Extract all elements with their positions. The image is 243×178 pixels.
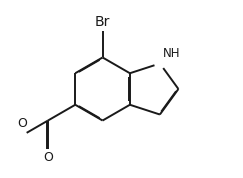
Text: O: O bbox=[43, 151, 53, 164]
Text: O: O bbox=[17, 117, 27, 130]
Text: Br: Br bbox=[95, 15, 110, 29]
Text: NH: NH bbox=[162, 47, 180, 60]
